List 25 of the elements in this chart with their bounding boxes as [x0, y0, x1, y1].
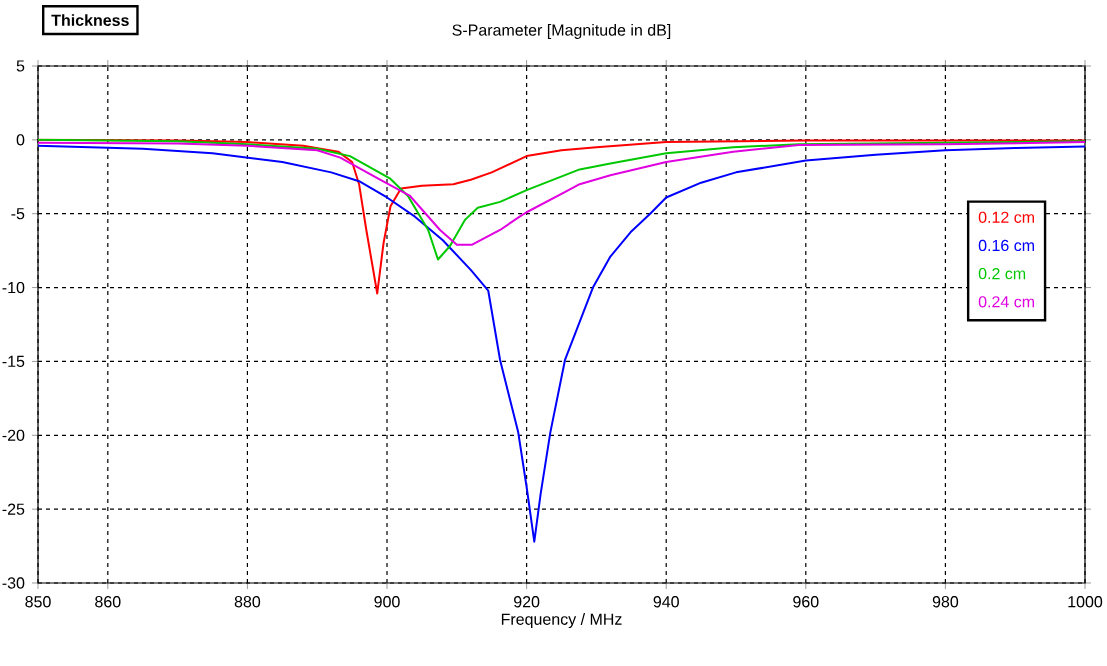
x-tick-label: 1000	[1068, 596, 1103, 608]
x-tick-label: 980	[932, 596, 959, 608]
y-tick-label: -25	[2, 503, 25, 515]
x-tick-label: 880	[234, 596, 261, 608]
y-tick-label: -20	[2, 429, 25, 441]
text: 0.24 cm	[978, 296, 1034, 308]
y-tick-label: -10	[2, 281, 25, 294]
x-tick-label: 960	[793, 596, 819, 608]
x-tick-label: 940	[653, 596, 679, 608]
x-axis-title: Frequency / MHz	[501, 613, 622, 629]
y-tick-label: 0	[16, 134, 25, 146]
legend-title: Thickness	[51, 14, 129, 26]
text: 0.2 cm	[978, 267, 1026, 280]
x-tick-label: 920	[514, 596, 540, 608]
line-series	[38, 144, 1085, 543]
y-tick-label: -15	[2, 355, 25, 368]
x-tick-label: 860	[95, 596, 121, 608]
y-tick-label: -30	[2, 577, 25, 589]
x-tick-label: 900	[374, 596, 400, 608]
text: 0.16 cm	[978, 239, 1034, 252]
chart-title: S-Parameter [Magnitude in dB]	[452, 24, 671, 39]
x-tick-label: 850	[25, 596, 51, 608]
text: 0.12 cm	[978, 211, 1034, 223]
y-tick-label: -5	[11, 208, 25, 220]
y-tick-label: 5	[16, 60, 25, 72]
